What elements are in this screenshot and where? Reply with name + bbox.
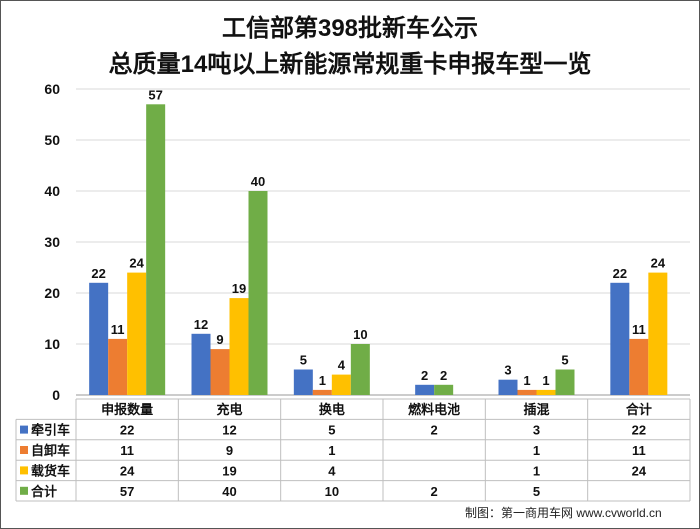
data-label: 24: [129, 256, 144, 271]
legend-label: 自卸车: [31, 443, 70, 458]
bar: [517, 389, 537, 395]
table-cell: 19: [222, 463, 236, 478]
legend-label: 载货车: [31, 463, 70, 478]
legend-swatch: [20, 446, 28, 454]
table-cell: 1: [328, 443, 335, 458]
y-tick-label: 0: [52, 387, 60, 403]
data-label: 1: [319, 373, 326, 388]
bar: [555, 369, 575, 395]
bar: [89, 282, 109, 395]
bar: [610, 282, 630, 395]
data-label: 57: [148, 87, 162, 102]
y-tick-label: 20: [44, 285, 60, 301]
bar: [648, 272, 668, 395]
table-cell: 22: [120, 423, 134, 438]
data-label: 3: [504, 363, 511, 378]
data-label: 5: [561, 353, 568, 368]
data-label: 10: [353, 327, 367, 342]
data-label: 19: [232, 281, 246, 296]
data-label: 11: [111, 322, 125, 337]
y-tick-label: 40: [44, 183, 60, 199]
bar: [434, 384, 454, 395]
bar: [108, 338, 128, 395]
bar: [536, 389, 556, 395]
table-cell: 4: [328, 463, 336, 478]
bar: [210, 349, 230, 395]
x-tick-label: 充电: [216, 402, 242, 417]
table-cell: 5: [328, 423, 335, 438]
y-tick-label: 10: [44, 336, 60, 352]
table-cell: 11: [632, 443, 646, 458]
bar: [191, 333, 211, 395]
table-cell: 2: [431, 423, 438, 438]
x-tick-label: 合计: [626, 402, 652, 417]
bar: [350, 344, 370, 395]
legend-swatch: [20, 486, 28, 495]
bar: [248, 191, 268, 395]
legend-label: 合计: [31, 484, 57, 499]
x-tick-label: 燃料电池: [408, 402, 460, 417]
credit-text: 制图：第一商用车网 www.cvworld.cn: [465, 506, 662, 520]
bar: [127, 272, 147, 395]
table-cell: 57: [120, 484, 134, 499]
chart-subtitle: 总质量14吨以上新能源常规重卡申报车型一览: [108, 51, 592, 78]
y-tick-label: 50: [44, 132, 60, 148]
legend-swatch: [20, 425, 28, 434]
table-cell: 12: [222, 423, 236, 438]
table-cell: 22: [632, 423, 646, 438]
data-label: 12: [194, 317, 208, 332]
table-cell: 2: [431, 484, 438, 499]
data-label: 11: [632, 322, 646, 337]
data-label: 4: [338, 358, 346, 373]
bar: [229, 298, 249, 395]
table-cell: 24: [120, 463, 135, 478]
data-label: 2: [421, 368, 428, 383]
x-tick-label: 申报数量: [101, 402, 153, 417]
data-label: 24: [651, 256, 666, 271]
data-label: 1: [542, 373, 549, 388]
data-label: 2: [440, 368, 447, 383]
table-cell: 1: [533, 443, 540, 458]
bar: [331, 374, 351, 395]
legend-swatch: [20, 466, 28, 475]
y-tick-label: 60: [44, 81, 60, 97]
table-cell: 9: [226, 443, 233, 458]
table-cell: 5: [533, 484, 540, 499]
data-label: 1: [523, 373, 530, 388]
data-label: 22: [91, 266, 105, 281]
legend-label: 牵引车: [31, 423, 70, 438]
bar: [293, 369, 313, 395]
table-cell: 1: [533, 463, 540, 478]
table-cell: 3: [533, 423, 540, 438]
bar: [629, 338, 649, 395]
data-label: 5: [300, 353, 307, 368]
table-cell: 24: [632, 463, 647, 478]
bar: [498, 379, 518, 395]
table-cell: 11: [120, 443, 134, 458]
bar: [415, 384, 435, 395]
y-tick-label: 30: [44, 234, 60, 250]
data-label: 22: [613, 266, 627, 281]
table-cell: 10: [325, 484, 339, 499]
chart-title: 工信部第398批新车公示: [221, 15, 479, 42]
data-label: 9: [216, 332, 223, 347]
bar: [146, 104, 166, 396]
x-tick-label: 换电: [319, 402, 345, 417]
x-tick-label: 插混: [523, 402, 549, 417]
data-label: 40: [251, 174, 265, 189]
table-cell: 40: [222, 484, 236, 499]
bar: [312, 389, 332, 395]
